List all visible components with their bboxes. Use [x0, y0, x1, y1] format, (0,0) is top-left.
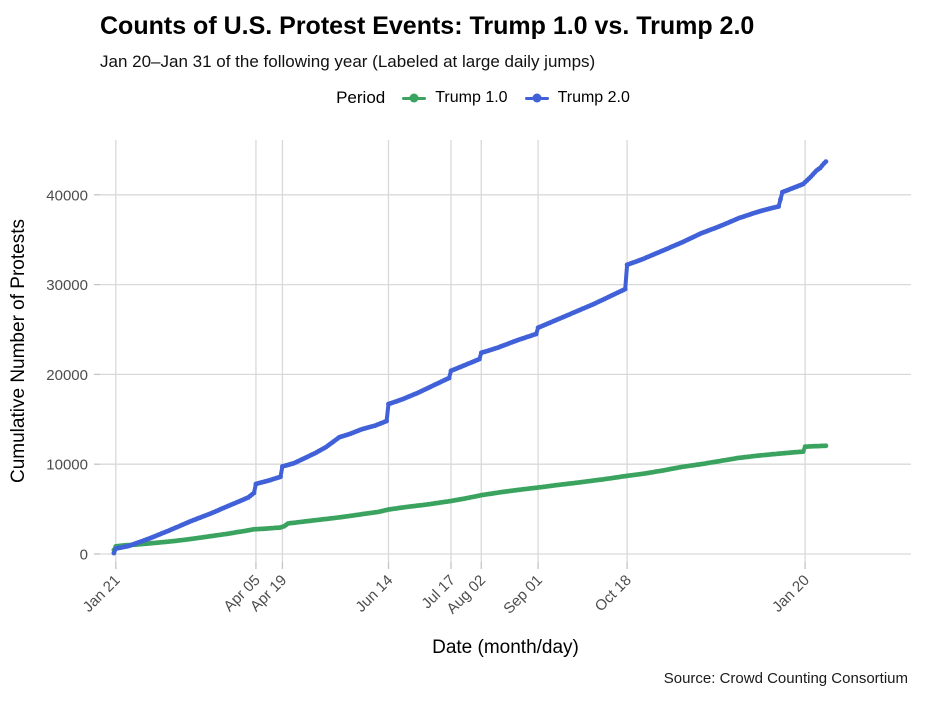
- y-tick-label: 20000: [46, 367, 88, 384]
- legend-item-trump-1: Trump 1.0: [401, 89, 508, 107]
- y-tick-label: 40000: [46, 187, 88, 204]
- series-point: [446, 375, 452, 381]
- x-tick-label: Sep 01: [500, 572, 546, 618]
- x-tick-label: Jan 20: [769, 572, 813, 616]
- legend-label: Trump 1.0: [435, 89, 508, 106]
- source-caption: Source: Crowd Counting Consortium: [663, 670, 908, 687]
- line-point-marker-blue: [524, 89, 550, 107]
- legend-item-trump-2: Trump 2.0: [524, 89, 630, 107]
- series-point: [278, 474, 283, 480]
- series-point: [251, 490, 257, 496]
- series-point: [477, 356, 482, 362]
- x-tick-label: Oct 18: [592, 572, 635, 615]
- y-tick-label: 0: [80, 547, 88, 564]
- legend-title: Period: [336, 88, 386, 107]
- y-axis-title: Cumulative Number of Protests: [8, 219, 29, 483]
- y-tick-label: 30000: [46, 277, 88, 294]
- series-point: [533, 331, 539, 337]
- x-tick-label: Jan 21: [80, 572, 124, 616]
- x-axis-title: Date (month/day): [432, 637, 579, 658]
- series-point: [800, 449, 806, 454]
- series-point: [384, 418, 389, 424]
- series-point: [823, 443, 829, 449]
- series-line-trump-2-0: [111, 159, 828, 556]
- chart-title: Counts of U.S. Protest Events: Trump 1.0…: [100, 12, 755, 40]
- legend-label: Trump 2.0: [557, 89, 630, 106]
- series-point: [622, 286, 628, 292]
- series-point: [776, 204, 781, 209]
- series-point: [823, 159, 829, 165]
- series-point: [778, 196, 783, 202]
- x-tick-label: Jun 14: [352, 572, 396, 616]
- line-point-marker-green: [401, 89, 427, 107]
- chart-subtitle: Jan 20–Jan 31 of the following year (Lab…: [100, 52, 596, 71]
- y-tick-label: 10000: [46, 457, 88, 474]
- legend: Period Trump 1.0 Trump 2.0: [60, 88, 906, 108]
- series-point: [111, 550, 117, 556]
